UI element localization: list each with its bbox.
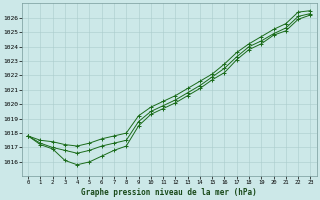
- X-axis label: Graphe pression niveau de la mer (hPa): Graphe pression niveau de la mer (hPa): [81, 188, 257, 197]
